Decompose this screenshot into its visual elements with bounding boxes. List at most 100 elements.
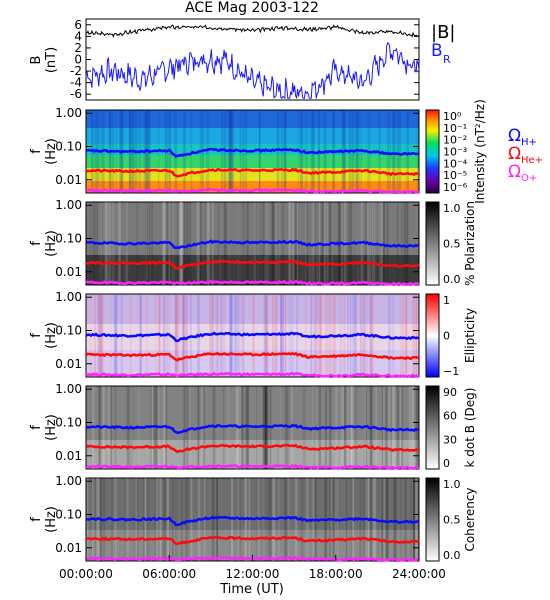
texture-stripe xyxy=(408,386,411,469)
texture-stripe xyxy=(416,294,418,377)
texture-stripe xyxy=(241,386,244,469)
texture-stripe xyxy=(385,386,389,469)
texture-stripe xyxy=(188,202,190,285)
colorbar-tick-label: 1.0 xyxy=(443,478,461,491)
axes-polarization: 1.00 0.10 0.01 f (Hz) 1.0 0.5 0.0% Polarization xyxy=(29,198,477,287)
legend-omega-o: Ω xyxy=(508,162,521,182)
colorbar-tick-label: 0.5 xyxy=(443,514,461,527)
texture-stripe xyxy=(183,386,185,469)
texture-stripe xyxy=(413,478,415,561)
texture-stripe xyxy=(179,202,183,285)
texture-stripe xyxy=(216,478,218,561)
texture-stripe xyxy=(191,478,193,561)
panel-intensity xyxy=(85,109,440,194)
x-tick-label: 24:00:00 xyxy=(392,567,446,581)
colorbar-tick-label: 10⁻⁶ xyxy=(443,181,468,194)
texture-stripe xyxy=(266,294,268,377)
texture-stripe xyxy=(280,110,282,193)
texture-stripe xyxy=(174,110,178,193)
texture-stripe xyxy=(405,294,408,377)
legend-b-total: |B| xyxy=(431,22,455,43)
texture-stripe xyxy=(216,478,218,561)
y-tick-label: 1.00 xyxy=(55,474,82,488)
y-tick-label: 6 xyxy=(74,18,82,32)
texture-stripe xyxy=(410,478,412,561)
y-axis-label: f xyxy=(29,517,44,522)
y-axis-label: f xyxy=(29,333,44,338)
texture-stripe xyxy=(355,110,359,193)
texture-stripe xyxy=(288,294,292,377)
texture-stripe xyxy=(396,202,399,285)
colorbar-tick-label: 10⁻¹ xyxy=(443,122,467,135)
texture-stripe xyxy=(264,294,267,377)
colorbar xyxy=(425,477,440,562)
texture-stripe xyxy=(393,478,397,561)
texture-stripe xyxy=(381,202,383,285)
texture-stripe xyxy=(206,202,210,285)
y-axis-label: f xyxy=(29,425,44,430)
texture-stripe xyxy=(411,386,415,469)
texture-stripe xyxy=(282,202,284,285)
colorbar-tick-label: 90 xyxy=(443,386,457,399)
legend-h-plus: H+ xyxy=(521,137,537,148)
colorbar xyxy=(425,109,440,194)
gyrofrequency-line-o-plus xyxy=(85,187,420,195)
colorbar-tick-label: 60 xyxy=(443,410,457,423)
texture-stripe xyxy=(286,478,288,561)
texture-stripe xyxy=(319,294,323,377)
colorbar-tick-label: 10⁻⁵ xyxy=(443,169,467,182)
texture-stripe xyxy=(389,386,391,469)
texture-stripe xyxy=(186,294,188,377)
texture-stripe xyxy=(415,386,419,469)
texture-stripe xyxy=(183,110,185,193)
axes-ellipticity: 1.00 0.10 0.01 f (Hz) 1 0 −1 Ellipticity xyxy=(29,290,477,379)
texture-stripe xyxy=(304,110,308,193)
panel-coherency xyxy=(85,477,440,562)
texture-stripe xyxy=(286,478,290,561)
colorbar-tick-label: 1 xyxy=(443,294,450,307)
texture-stripe xyxy=(276,110,279,193)
texture-stripe xyxy=(393,110,396,193)
texture-stripe xyxy=(263,386,265,469)
texture-stripe xyxy=(285,294,287,377)
texture-stripe xyxy=(393,478,397,561)
texture-stripe xyxy=(392,110,395,193)
gyrofrequency-line-o-plus xyxy=(85,279,420,287)
texture-stripe xyxy=(277,110,280,193)
y-axis-label: (Hz) xyxy=(44,414,59,441)
y-tick-label: 4 xyxy=(74,29,82,43)
texture-stripe xyxy=(406,202,409,285)
x-axis-label: Time (UT) xyxy=(219,582,284,597)
texture-stripe xyxy=(415,294,418,377)
texture-stripe xyxy=(206,202,210,285)
y-tick-label: -6 xyxy=(70,87,82,101)
texture-stripe xyxy=(182,386,185,469)
texture-stripe xyxy=(379,202,382,285)
colorbar-tick-label: 0.0 xyxy=(443,273,461,286)
texture-stripe xyxy=(387,110,390,193)
gyrofrequency-line-h-plus xyxy=(85,239,420,250)
colorbar-tick-label: 0.0 xyxy=(443,549,461,562)
texture-stripe xyxy=(386,202,389,285)
texture-stripe xyxy=(396,386,400,469)
texture-stripe xyxy=(207,110,210,193)
texture-stripe xyxy=(183,294,186,377)
texture-stripe xyxy=(287,478,289,561)
texture-stripe xyxy=(391,294,395,377)
gyrofrequency-line-he-plus xyxy=(85,535,420,546)
texture-stripe xyxy=(245,386,249,469)
texture-stripe xyxy=(211,294,214,377)
texture-stripe xyxy=(288,202,291,285)
texture-stripe xyxy=(388,294,391,377)
texture-stripe xyxy=(401,202,403,285)
texture-stripe xyxy=(284,110,287,193)
texture-stripe xyxy=(407,110,409,193)
texture-stripe xyxy=(312,202,314,285)
texture-stripe xyxy=(398,110,401,193)
colorbar-tick-label: −1 xyxy=(443,365,459,378)
texture-stripe xyxy=(176,294,180,377)
texture-stripe xyxy=(377,478,379,561)
texture-stripe xyxy=(413,478,415,561)
